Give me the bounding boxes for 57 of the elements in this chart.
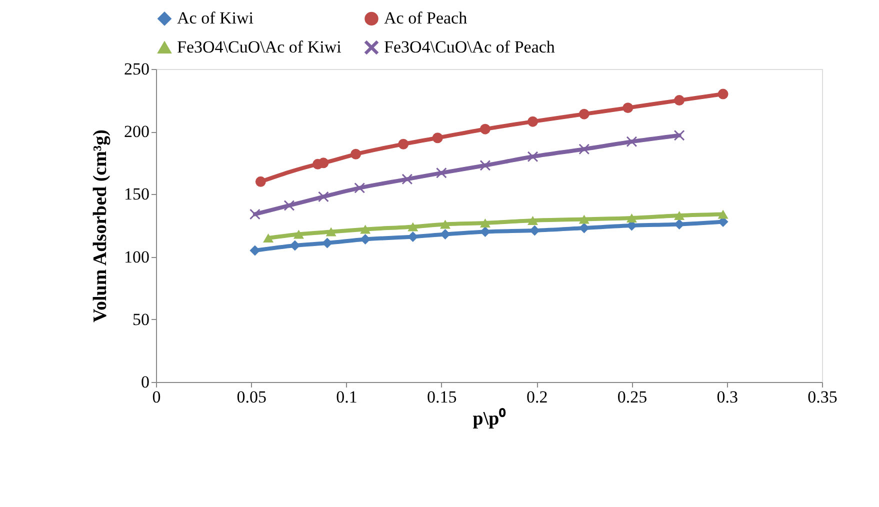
x-tick-label: 0.3 xyxy=(716,388,738,406)
legend-label: Ac of Peach xyxy=(384,8,468,28)
point xyxy=(718,210,728,219)
x-tick-label: 0 xyxy=(152,388,161,406)
point xyxy=(622,102,634,114)
y-tick-label: 0 xyxy=(141,372,150,392)
point xyxy=(290,240,300,251)
point xyxy=(674,95,685,106)
point xyxy=(626,136,637,147)
x-tick-label: 0.35 xyxy=(808,388,838,406)
point xyxy=(436,168,447,178)
point xyxy=(528,116,538,127)
legend-label: Ac of Kiwi xyxy=(177,8,254,28)
point xyxy=(578,214,590,224)
point xyxy=(284,200,294,211)
y-axis-title: Volum Adsorbed (cm³g) xyxy=(90,130,111,322)
x-axis-title: p\p⁰ xyxy=(472,408,506,430)
point xyxy=(408,222,418,232)
point xyxy=(318,158,329,168)
point xyxy=(528,151,538,162)
point xyxy=(578,144,590,154)
point xyxy=(250,208,260,220)
point xyxy=(578,108,590,120)
point xyxy=(322,238,332,248)
point xyxy=(398,138,409,150)
point xyxy=(480,160,490,171)
point xyxy=(255,176,266,187)
legend-label: Fe3O4\CuO\Ac of Kiwi xyxy=(177,38,342,56)
y-tick-label: 200 xyxy=(124,122,150,142)
point xyxy=(326,227,336,236)
x-tick-label: 0.15 xyxy=(427,388,457,406)
point xyxy=(432,132,443,144)
point xyxy=(528,216,538,226)
point xyxy=(440,220,450,229)
point xyxy=(360,224,371,234)
point xyxy=(674,210,685,220)
y-tick-label: 150 xyxy=(124,184,150,204)
point xyxy=(350,148,362,160)
point xyxy=(250,245,260,256)
y-tick-label: 100 xyxy=(124,247,150,266)
point xyxy=(354,182,365,194)
point xyxy=(263,233,274,243)
point xyxy=(402,174,412,184)
x-tick-label: 0.25 xyxy=(617,388,648,406)
point xyxy=(718,88,728,100)
y-tick-label: 250 xyxy=(124,60,150,78)
legend-label: Fe3O4\CuO\Ac of Peach xyxy=(384,38,556,56)
point xyxy=(318,191,329,202)
point xyxy=(480,218,490,228)
x-tick-label: 0.1 xyxy=(336,388,358,406)
y-tick-label: 50 xyxy=(132,310,150,329)
x-tick-label: 0.2 xyxy=(526,388,548,406)
point xyxy=(626,213,637,223)
point xyxy=(480,124,490,134)
x-tick-label: 0.05 xyxy=(236,388,267,406)
point xyxy=(674,130,685,141)
point xyxy=(293,230,304,239)
